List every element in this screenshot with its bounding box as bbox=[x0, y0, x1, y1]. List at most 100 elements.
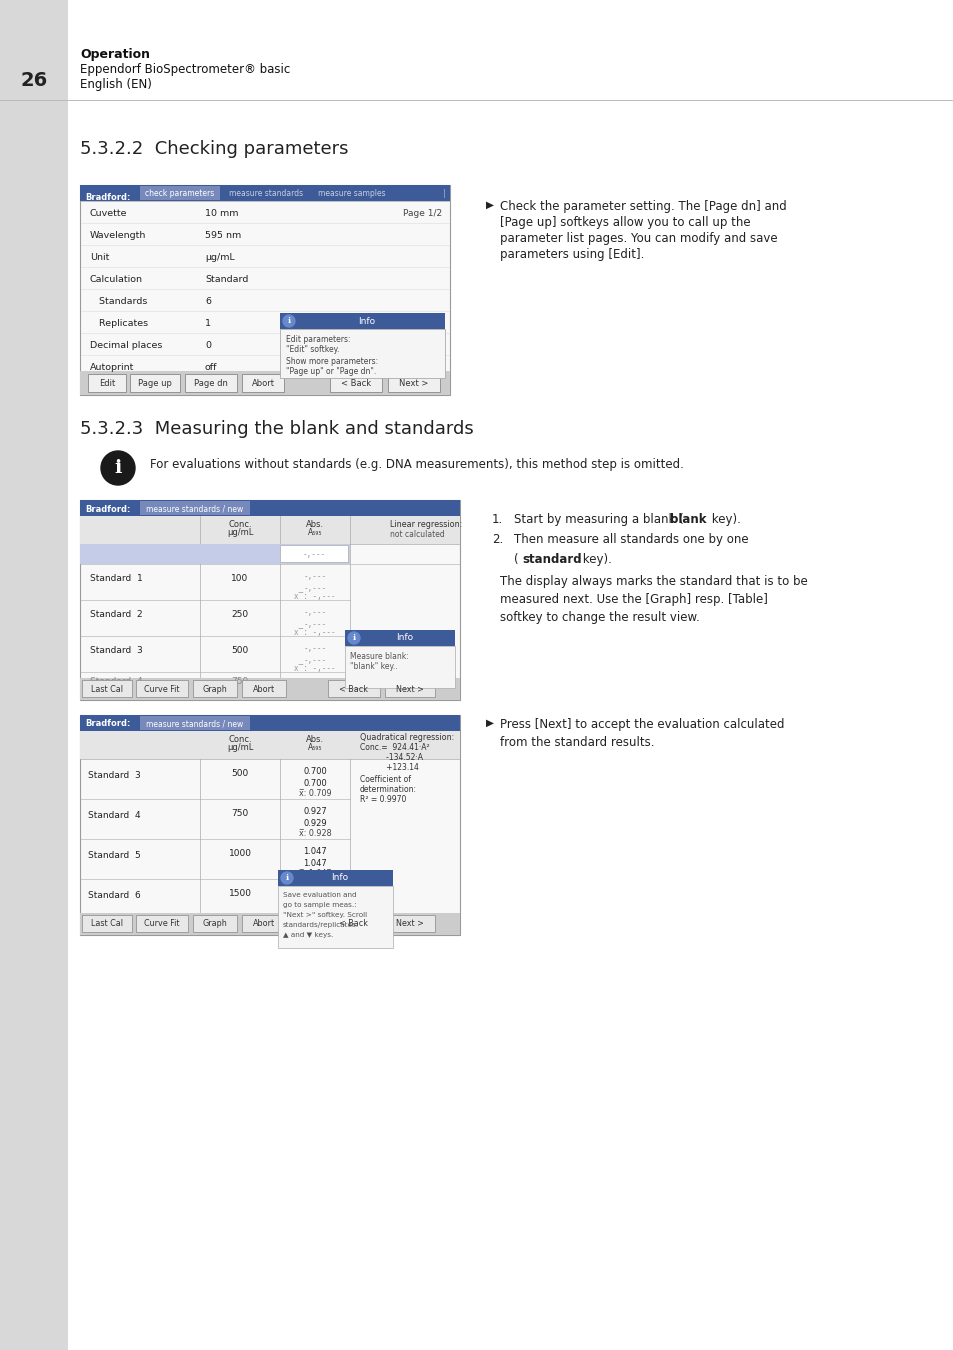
Text: 500: 500 bbox=[232, 645, 249, 655]
Text: Page 1/2: Page 1/2 bbox=[402, 209, 441, 217]
Text: Standard: Standard bbox=[205, 274, 248, 284]
Text: -,---: -,--- bbox=[303, 585, 326, 593]
Bar bbox=[193, 915, 236, 931]
Text: Bradford:: Bradford: bbox=[85, 505, 131, 513]
Text: standard: standard bbox=[521, 554, 581, 566]
Text: Operation: Operation bbox=[80, 49, 150, 61]
Bar bbox=[80, 185, 450, 201]
Text: Cuvette: Cuvette bbox=[90, 209, 128, 217]
Text: Info: Info bbox=[358, 316, 375, 325]
Bar bbox=[330, 374, 381, 392]
Text: |: | bbox=[442, 189, 445, 198]
Text: Graph: Graph bbox=[202, 684, 227, 694]
Text: For evaluations without standards (e.g. DNA measurements), this method step is o: For evaluations without standards (e.g. … bbox=[150, 458, 683, 471]
Bar bbox=[328, 680, 379, 697]
Text: 500: 500 bbox=[232, 768, 249, 778]
Text: Page up: Page up bbox=[138, 378, 172, 387]
Text: Graph: Graph bbox=[202, 919, 227, 929]
Text: Abs.: Abs. bbox=[306, 734, 324, 744]
Text: go to sample meas.:: go to sample meas.: bbox=[283, 902, 356, 909]
Text: i: i bbox=[114, 459, 122, 477]
Text: 0.929: 0.929 bbox=[303, 819, 327, 828]
Text: 5.3.2.3  Measuring the blank and standards: 5.3.2.3 Measuring the blank and standard… bbox=[80, 420, 474, 437]
Text: Standard  4: Standard 4 bbox=[90, 678, 143, 687]
Text: -,---: -,--- bbox=[303, 644, 326, 653]
Text: -,---: -,--- bbox=[302, 549, 325, 559]
Text: Next >: Next > bbox=[395, 684, 423, 694]
Text: "Edit" softkey.: "Edit" softkey. bbox=[286, 346, 339, 354]
Text: Wavelength: Wavelength bbox=[90, 231, 146, 239]
Bar bbox=[385, 680, 435, 697]
Bar bbox=[280, 313, 444, 329]
Bar bbox=[242, 374, 284, 392]
Text: Calculation: Calculation bbox=[90, 274, 143, 284]
Text: from the standard results.: from the standard results. bbox=[499, 736, 654, 749]
Bar bbox=[140, 501, 250, 514]
Text: measure standards / new: measure standards / new bbox=[146, 505, 243, 513]
Bar bbox=[136, 915, 188, 931]
Text: 2.: 2. bbox=[492, 533, 503, 545]
Text: Eppendorf BioSpectrometer® basic: Eppendorf BioSpectrometer® basic bbox=[80, 63, 290, 76]
Bar bbox=[242, 680, 286, 697]
Text: < Back: < Back bbox=[340, 378, 371, 387]
Text: i: i bbox=[287, 317, 291, 325]
Text: -,---: -,--- bbox=[303, 572, 326, 580]
Text: 1.: 1. bbox=[492, 513, 503, 526]
Text: "blank" key..: "blank" key.. bbox=[350, 662, 397, 671]
Text: Linear regression:: Linear regression: bbox=[390, 520, 462, 529]
Bar bbox=[0, 0, 68, 1350]
Bar bbox=[80, 913, 459, 936]
Text: 6: 6 bbox=[205, 297, 211, 305]
Text: Bradford:: Bradford: bbox=[85, 720, 131, 729]
Text: Page dn: Page dn bbox=[193, 378, 228, 387]
Text: -,---: -,--- bbox=[303, 620, 326, 629]
Bar bbox=[388, 374, 439, 392]
Text: A₅₉₅: A₅₉₅ bbox=[308, 743, 322, 752]
Bar bbox=[88, 374, 126, 392]
Text: x̅: 0.709: x̅: 0.709 bbox=[298, 788, 331, 798]
Bar bbox=[242, 915, 286, 931]
Text: x̅: 0.928: x̅: 0.928 bbox=[298, 829, 331, 838]
Text: measure standards: measure standards bbox=[229, 189, 303, 198]
Bar bbox=[130, 374, 180, 392]
Text: Conc.=  924.41·A²: Conc.= 924.41·A² bbox=[359, 743, 429, 752]
Text: Next >: Next > bbox=[399, 378, 428, 387]
Text: i: i bbox=[352, 634, 355, 643]
Text: < Back: < Back bbox=[339, 684, 368, 694]
Text: x̅: 1.047: x̅: 1.047 bbox=[298, 869, 331, 878]
Text: 10 mm: 10 mm bbox=[205, 209, 238, 217]
Text: +123.14: +123.14 bbox=[359, 763, 418, 772]
Bar bbox=[80, 716, 459, 936]
Bar bbox=[385, 915, 435, 931]
Text: Abort: Abort bbox=[253, 684, 274, 694]
Text: key).: key). bbox=[707, 513, 740, 526]
Text: Next >: Next > bbox=[395, 919, 423, 929]
Text: (: ( bbox=[514, 554, 518, 566]
Text: Standard  3: Standard 3 bbox=[90, 645, 143, 655]
Bar bbox=[140, 716, 250, 730]
Text: x̅: -,---: x̅: -,--- bbox=[294, 628, 335, 637]
Text: Standard  5: Standard 5 bbox=[88, 850, 141, 860]
Text: 0: 0 bbox=[205, 340, 211, 350]
Text: 1.269: 1.269 bbox=[303, 899, 327, 909]
Text: -,---: -,--- bbox=[303, 608, 326, 617]
Bar bbox=[80, 500, 459, 701]
Text: Conc.: Conc. bbox=[228, 734, 252, 744]
Bar bbox=[80, 678, 459, 701]
Text: Decimal places: Decimal places bbox=[90, 340, 162, 350]
Text: < Back: < Back bbox=[339, 919, 368, 929]
Bar bbox=[193, 680, 236, 697]
Text: 750: 750 bbox=[232, 678, 249, 687]
Text: Standard  2: Standard 2 bbox=[90, 610, 143, 618]
Text: µg/mL: µg/mL bbox=[205, 252, 234, 262]
Circle shape bbox=[281, 872, 293, 884]
Text: 1: 1 bbox=[205, 319, 211, 328]
Text: Bradford:: Bradford: bbox=[85, 193, 131, 201]
Bar bbox=[80, 716, 459, 730]
Text: Standard  3: Standard 3 bbox=[88, 771, 141, 779]
Text: [Page up] softkeys allow you to call up the: [Page up] softkeys allow you to call up … bbox=[499, 216, 750, 230]
Text: Standard  6: Standard 6 bbox=[88, 891, 141, 899]
Text: Measure blank:: Measure blank: bbox=[350, 652, 408, 662]
Text: measure samples: measure samples bbox=[318, 189, 385, 198]
Circle shape bbox=[101, 451, 135, 485]
